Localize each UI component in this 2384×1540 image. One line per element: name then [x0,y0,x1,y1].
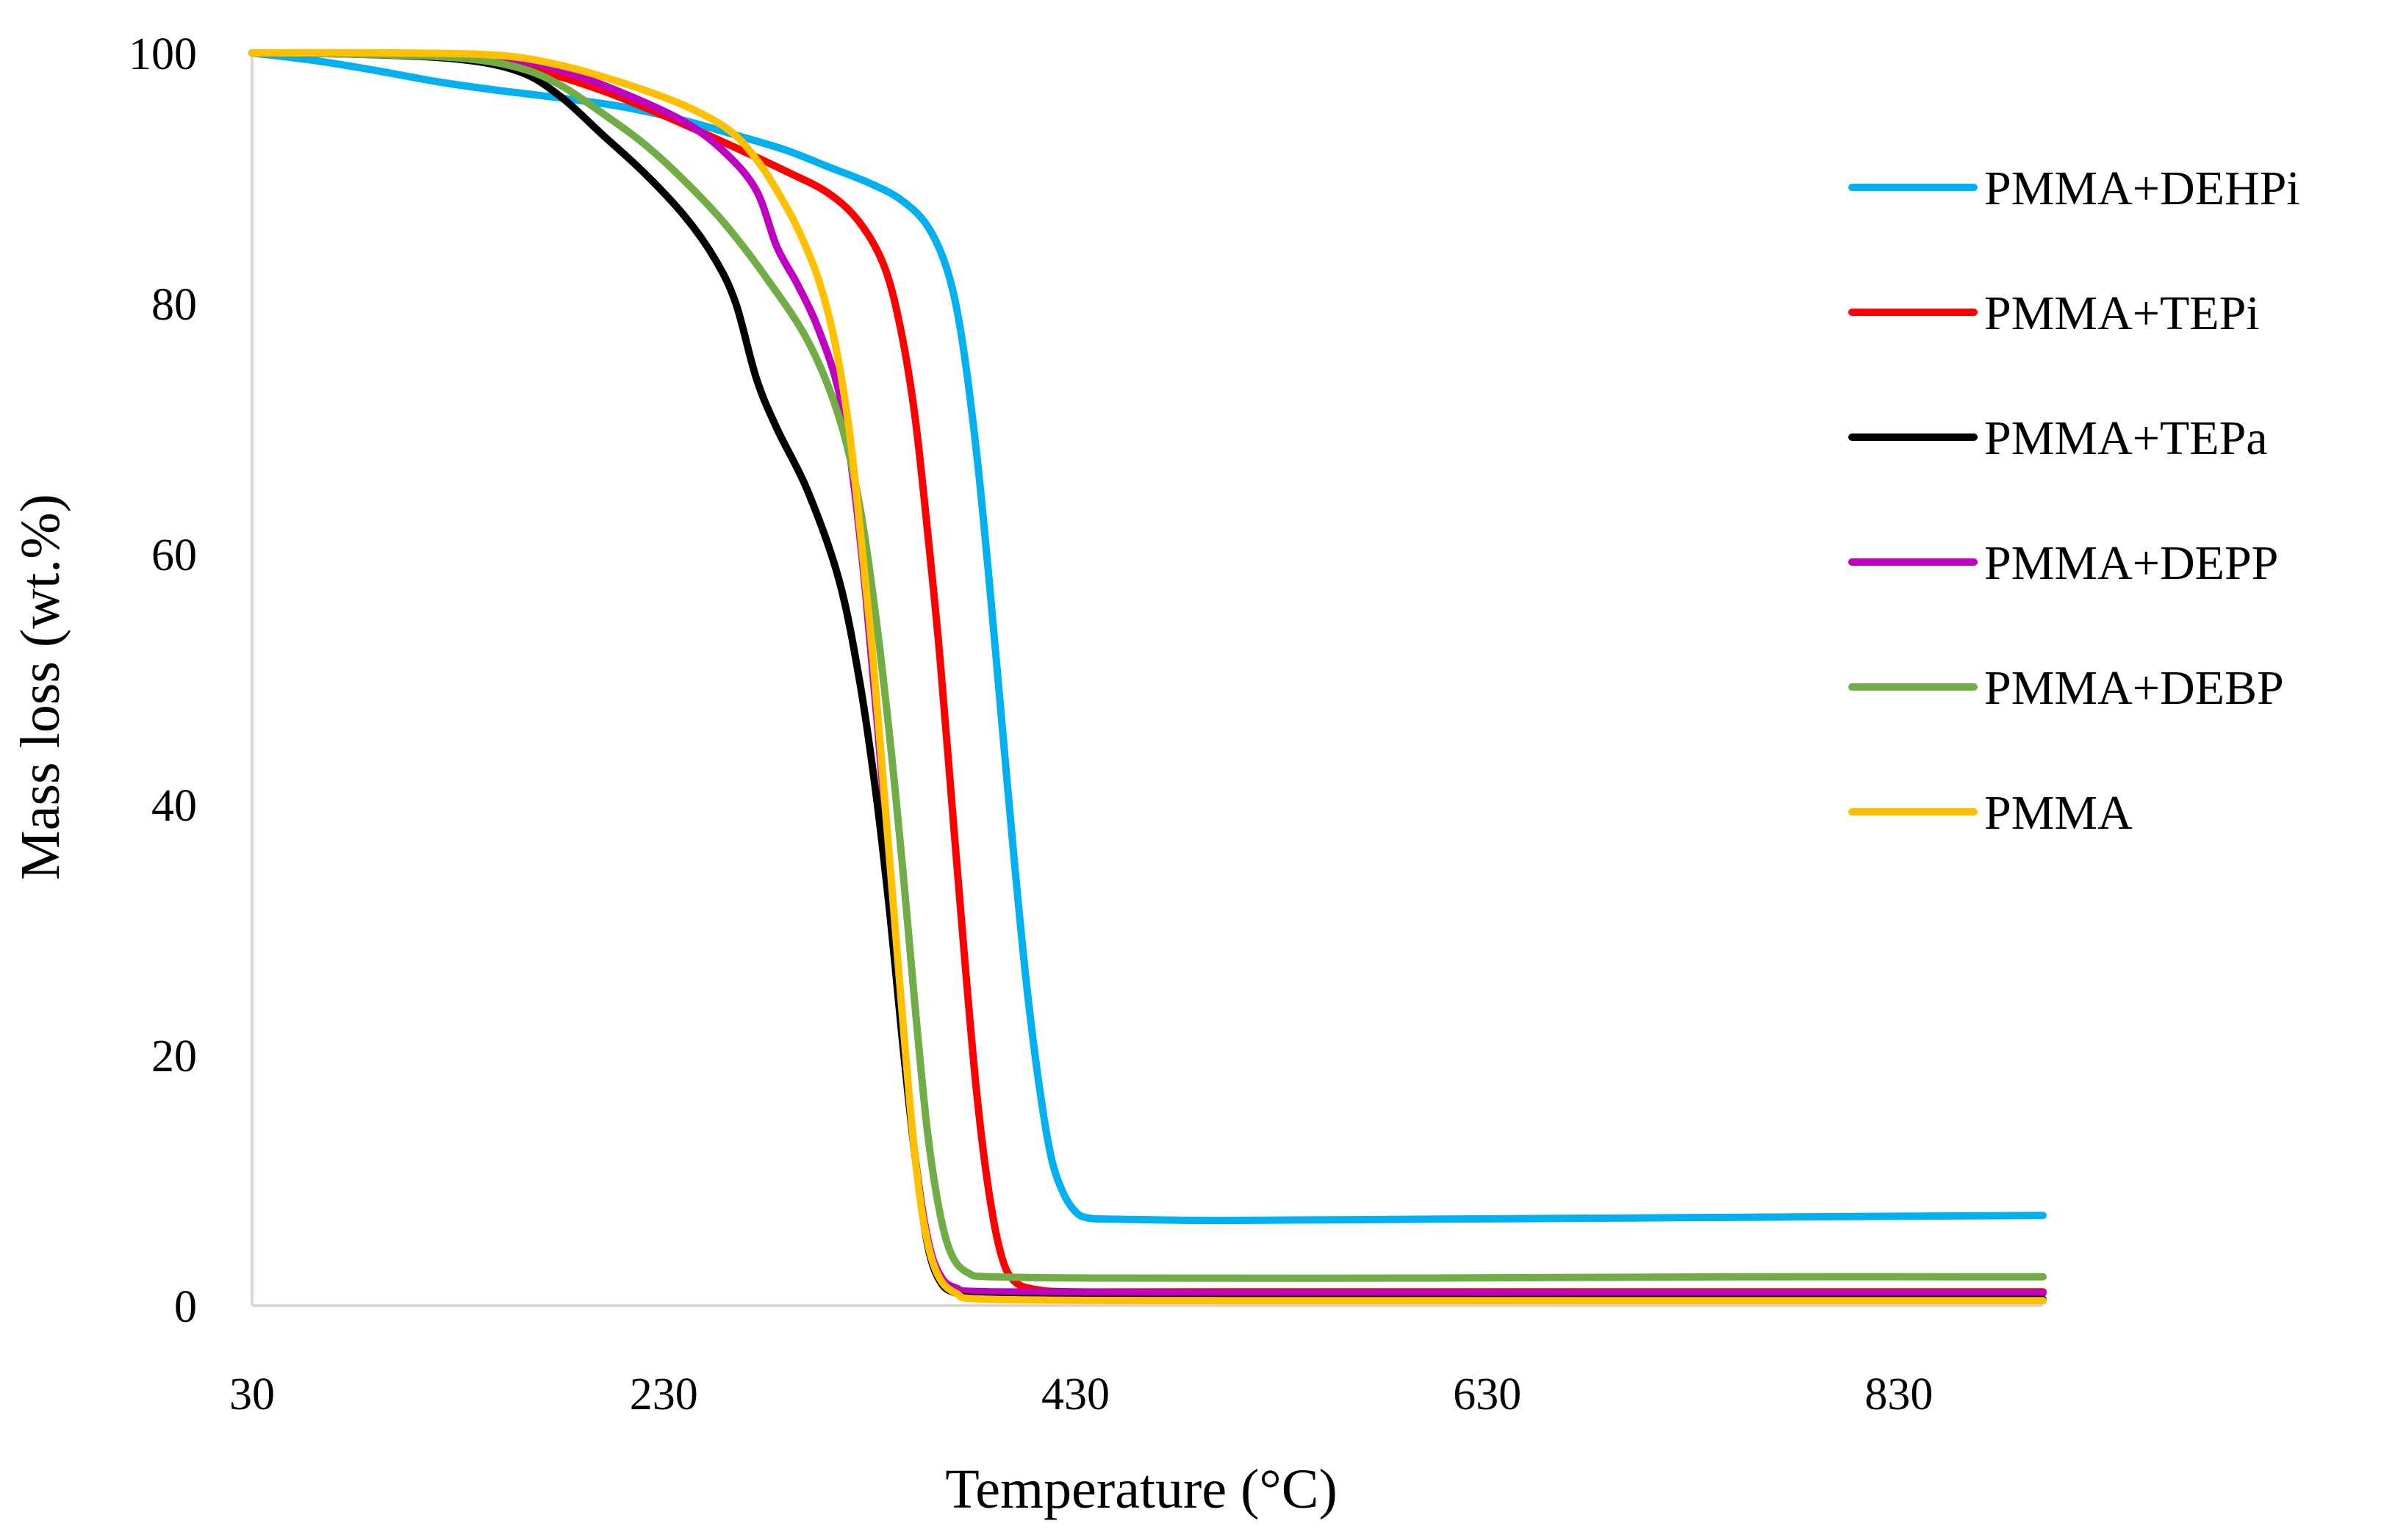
series-line-pmma-tepi [248,49,2047,1296]
legend-item-pmma-dehpi: PMMA+DEHPi [1848,162,2300,215]
legend-item-pmma-tepa: PMMA+TEPa [1848,411,2268,465]
series-line-pmma [248,48,2047,1305]
legend-item-pmma-depp: PMMA+DEPP [1848,536,2278,590]
y-tick-label: 80 [151,280,197,330]
series-lines [248,48,2047,1305]
legend-label: PMMA+TEPi [1984,287,2260,340]
legend-label: PMMA+DEBP [1984,661,2284,715]
legend: PMMA+DEHPi PMMA+TEPi PMMA+TEPa PMMA+DEPP PMM… [1848,162,2300,840]
x-tick-label: 30 [229,1370,275,1420]
legend-item-pmma-tepi: PMMA+TEPi [1848,287,2260,340]
series-line-pmma-dehpi [248,49,2047,1225]
legend-item-pmma-debp: PMMA+DEBP [1848,661,2284,715]
legend-label: PMMA [1984,786,2133,840]
y-axis-title: Mass loss (wt.%) [10,494,71,880]
y-tick-labels: 0 20 40 60 80 100 [129,29,197,1332]
series-line-pmma-depp [248,49,2047,1298]
y-tick-label: 20 [151,1032,197,1082]
x-tick-label: 630 [1453,1370,1521,1420]
legend-label: PMMA+TEPa [1984,411,2268,465]
y-tick-label: 100 [129,29,197,79]
y-tick-label: 60 [151,530,197,580]
x-tick-labels: 30 230 430 630 830 [229,1370,1933,1420]
y-tick-label: 0 [174,1282,197,1332]
x-tick-label: 430 [1041,1370,1110,1420]
legend-label: PMMA+DEPP [1984,536,2278,590]
legend-item-pmma: PMMA [1848,786,2133,840]
x-axis-title: Temperature (°C) [945,1458,1338,1520]
series-line-pmma-debp [248,49,2047,1282]
x-tick-label: 230 [630,1370,698,1420]
axes-layer [251,53,2043,1307]
legend-label: PMMA+DEHPi [1984,162,2300,215]
y-tick-label: 40 [151,781,197,831]
series-line-pmma-tepa [248,49,2047,1303]
x-tick-label: 830 [1864,1370,1933,1420]
